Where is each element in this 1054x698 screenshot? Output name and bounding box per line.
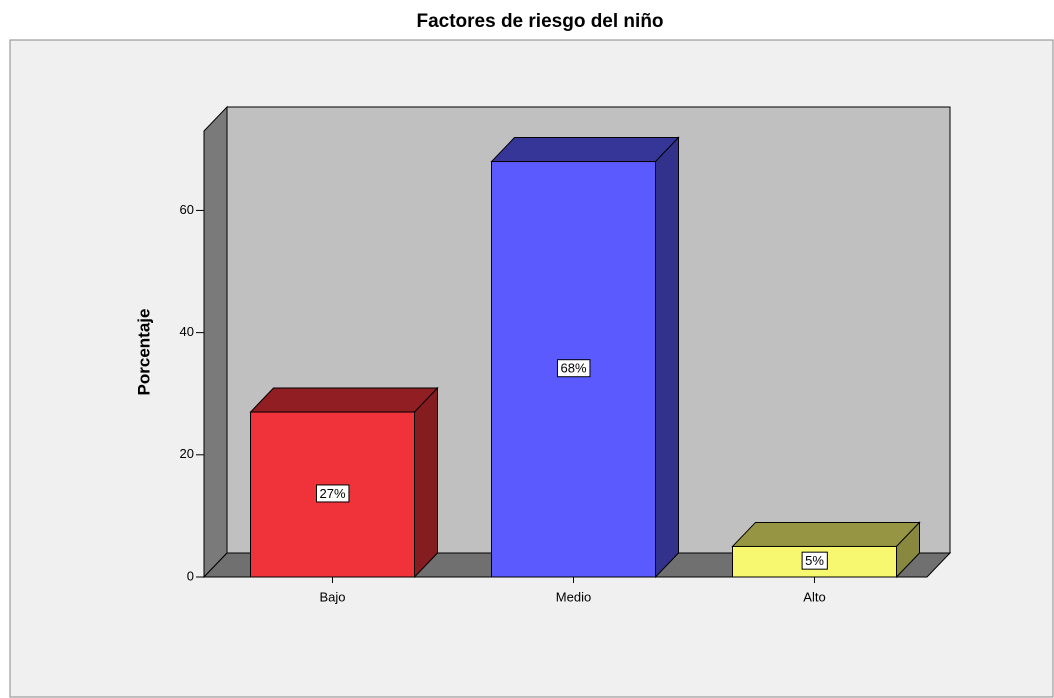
value-label-box (556, 359, 591, 378)
value-label: 27% (319, 486, 345, 501)
y-tick-label: 40 (180, 324, 194, 339)
value-label: 68% (560, 361, 586, 376)
value-label-box (801, 551, 828, 570)
value-label-box (315, 484, 350, 503)
y-tick-label: 60 (180, 202, 194, 217)
x-tick-label: Alto (803, 589, 825, 604)
left-wall (203, 105, 228, 579)
bar-top (731, 521, 921, 547)
x-tick-label: Bajo (319, 589, 345, 604)
y-tick-label: 0 (187, 568, 194, 583)
chart-title: Factores de riesgo del niño (416, 11, 663, 32)
bar-side (414, 386, 438, 579)
y-axis-label: Porcentaje (134, 309, 153, 396)
x-tick-label: Medio (556, 589, 591, 604)
value-label: 5% (805, 553, 824, 568)
bar-top (490, 137, 680, 163)
bar-top (249, 387, 439, 413)
bar-side (655, 136, 679, 579)
y-tick-label: 20 (180, 446, 194, 461)
